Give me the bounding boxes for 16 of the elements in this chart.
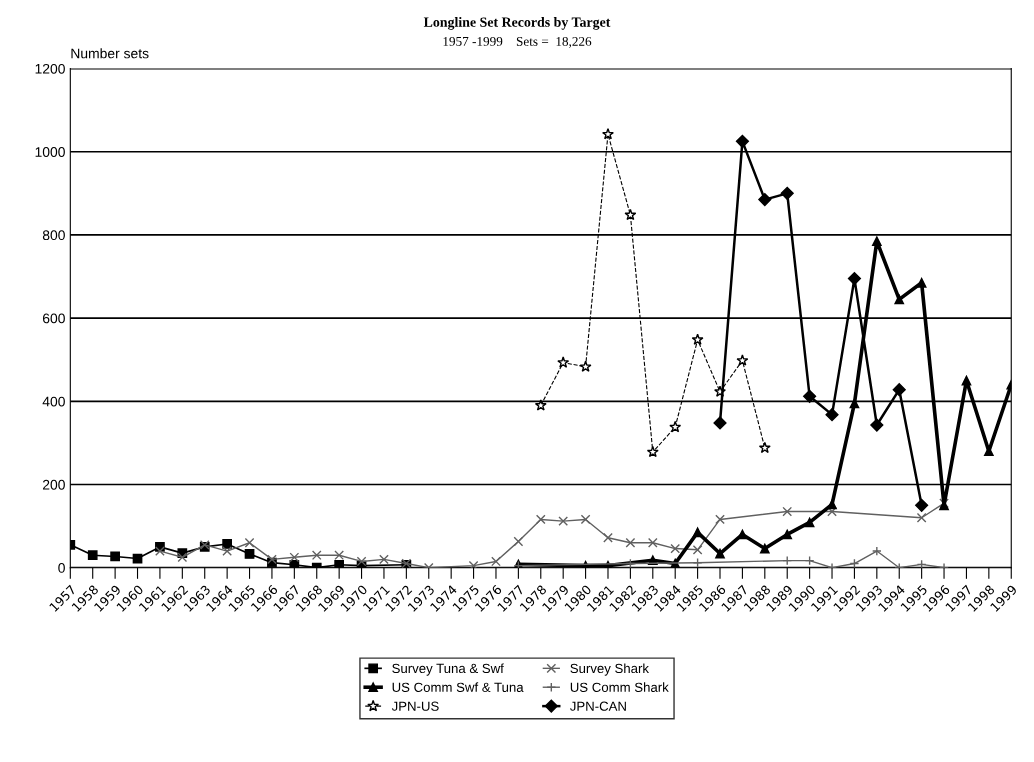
legend-label: US Comm Swf & Tuna: [392, 682, 524, 692]
y-tick-label: 800: [42, 230, 65, 241]
y-tick-label: 600: [42, 313, 65, 324]
y-tick-label: 1200: [35, 63, 65, 74]
y-tick-label: 400: [42, 396, 65, 407]
legend-label: JPN-US: [391, 701, 439, 711]
chart-title: Longline Set Records by Target: [423, 17, 611, 30]
legend-label: US Comm Shark: [570, 682, 669, 692]
y-axis-title: Number sets: [71, 48, 149, 59]
legend-label: Survey Shark: [570, 663, 650, 676]
chart-subtitle: 1957 -1999 Sets = 18,226: [443, 36, 592, 48]
y-tick-label: 0: [58, 563, 65, 573]
legend-label: Survey Tuna & Swf: [392, 663, 504, 676]
legend-label: JPN-CAN: [569, 701, 626, 711]
y-tick-label: 200: [42, 479, 65, 490]
y-tick-label: 1000: [35, 147, 65, 157]
